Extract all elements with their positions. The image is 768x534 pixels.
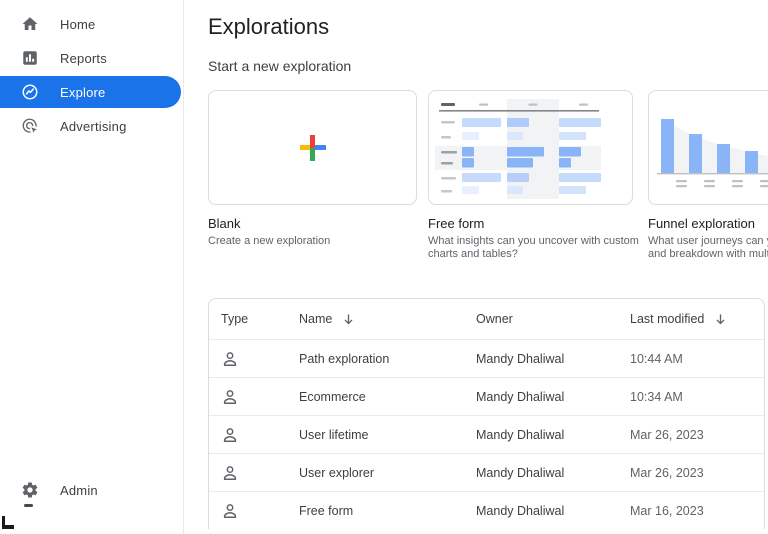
person-icon xyxy=(223,351,237,366)
sidebar-item-admin[interactable]: Admin xyxy=(0,474,181,506)
column-header-owner[interactable]: Owner xyxy=(476,312,513,326)
row-type-cell xyxy=(221,416,239,453)
column-header-last-modified[interactable]: Last modified xyxy=(630,299,728,339)
template-name[interactable]: Blank xyxy=(208,216,241,231)
table-row[interactable]: Free form Mandy Dhaliwal Mar 16, 2023 xyxy=(209,491,764,529)
row-name: User explorer xyxy=(299,465,375,480)
sidebar-item-label: Admin xyxy=(60,482,98,498)
template-card-funnel: Funnel exploration What user journeys ca… xyxy=(648,90,768,261)
template-card-blank: Blank Create a new exploration xyxy=(208,90,417,248)
advertising-icon xyxy=(21,117,39,135)
freeform-table-thumbnail xyxy=(435,99,601,199)
row-owner: Mandy Dhaliwal xyxy=(476,351,565,366)
row-owner: Mandy Dhaliwal xyxy=(476,389,565,404)
sort-desc-arrow-icon[interactable] xyxy=(713,312,728,327)
row-type-cell xyxy=(221,454,239,491)
row-type-cell xyxy=(221,492,239,529)
row-last-modified: 10:34 AM xyxy=(630,389,683,404)
explore-icon xyxy=(21,83,39,101)
sidebar-item-label: Home xyxy=(60,16,96,32)
reports-icon xyxy=(21,49,39,67)
template-description: What insights can you uncover with custo… xyxy=(428,235,639,260)
template-name[interactable]: Free form xyxy=(428,216,485,231)
funnel-template-thumbnail[interactable] xyxy=(648,90,768,205)
row-owner: Mandy Dhaliwal xyxy=(476,465,565,480)
sidebar-item-label: Advertising xyxy=(60,118,127,134)
row-last-modified: Mar 16, 2023 xyxy=(630,503,704,518)
row-type-cell xyxy=(221,340,239,377)
section-subtitle: Start a new exploration xyxy=(208,58,352,74)
column-header-name[interactable]: Name xyxy=(299,299,356,339)
row-name: Free form xyxy=(299,503,354,518)
table-row[interactable]: Ecommerce Mandy Dhaliwal 10:34 AM xyxy=(209,377,764,415)
row-name: Ecommerce xyxy=(299,389,366,404)
template-description: Create a new exploration xyxy=(208,235,331,247)
sidebar: Home Reports Explore xyxy=(0,0,184,534)
sidebar-item-label: Explore xyxy=(60,84,106,100)
row-last-modified: Mar 26, 2023 xyxy=(630,465,704,480)
row-name: User lifetime xyxy=(299,427,369,442)
template-name[interactable]: Funnel exploration xyxy=(648,216,755,231)
row-owner: Mandy Dhaliwal xyxy=(476,503,565,518)
gear-icon xyxy=(21,481,39,499)
sort-desc-arrow-icon[interactable] xyxy=(341,312,356,327)
sidebar-item-label: Reports xyxy=(60,50,107,66)
person-icon xyxy=(223,389,237,404)
column-header-type[interactable]: Type xyxy=(221,312,249,326)
row-last-modified: 10:44 AM xyxy=(630,351,683,366)
main-content: Explorations Start a new exploration Bla… xyxy=(184,0,768,534)
blank-template-thumbnail[interactable] xyxy=(208,90,417,205)
person-icon xyxy=(223,465,237,480)
person-icon xyxy=(223,503,237,518)
row-owner: Mandy Dhaliwal xyxy=(476,427,565,442)
google-plus-icon xyxy=(299,134,326,161)
funnel-chart-thumbnail xyxy=(657,119,768,188)
explorations-table: Type Name Owner Last modified xyxy=(208,298,765,529)
page-title: Explorations xyxy=(208,14,330,39)
template-card-free-form: Free form What insights can you uncover … xyxy=(428,90,639,261)
screenshot-artifact-dot xyxy=(24,504,33,507)
table-row[interactable]: User lifetime Mandy Dhaliwal Mar 26, 202… xyxy=(209,415,764,453)
table-header: Type Name Owner Last modified xyxy=(209,299,764,339)
template-description: What user journeys can you analyze, segm… xyxy=(648,235,768,260)
row-name: Path exploration xyxy=(299,351,390,366)
home-icon xyxy=(21,15,39,33)
table-body: Path exploration Mandy Dhaliwal 10:44 AM… xyxy=(209,339,764,529)
table-row[interactable]: User explorer Mandy Dhaliwal Mar 26, 202… xyxy=(209,453,764,491)
sidebar-item-home[interactable]: Home xyxy=(0,8,181,40)
table-row[interactable]: Path exploration Mandy Dhaliwal 10:44 AM xyxy=(209,339,764,377)
sidebar-item-reports[interactable]: Reports xyxy=(0,42,181,74)
freeform-template-thumbnail[interactable] xyxy=(428,90,633,205)
screenshot-artifact-corner xyxy=(2,516,14,529)
template-cards-row: Blank Create a new exploration xyxy=(208,90,768,261)
sidebar-item-advertising[interactable]: Advertising xyxy=(0,110,181,142)
row-type-cell xyxy=(221,378,239,415)
person-icon xyxy=(223,427,237,442)
row-last-modified: Mar 26, 2023 xyxy=(630,427,704,442)
sidebar-item-explore[interactable]: Explore xyxy=(0,76,181,108)
